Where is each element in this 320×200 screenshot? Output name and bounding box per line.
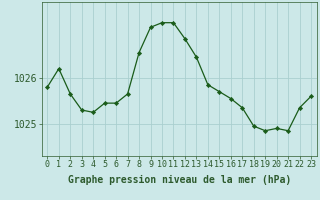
X-axis label: Graphe pression niveau de la mer (hPa): Graphe pression niveau de la mer (hPa) (68, 175, 291, 185)
